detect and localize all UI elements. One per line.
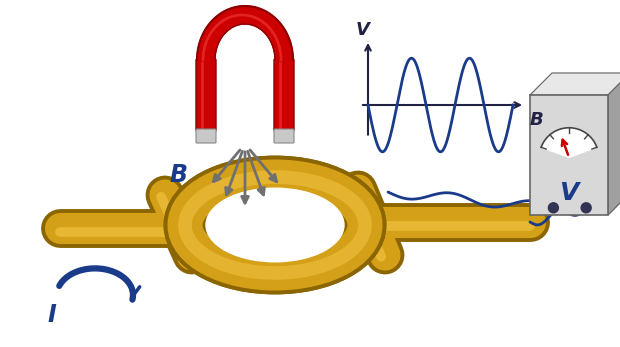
FancyBboxPatch shape <box>530 95 608 215</box>
FancyBboxPatch shape <box>274 59 294 131</box>
Polygon shape <box>530 73 620 95</box>
Polygon shape <box>541 128 597 158</box>
Ellipse shape <box>206 188 344 262</box>
Circle shape <box>549 203 559 213</box>
Polygon shape <box>197 6 293 60</box>
Ellipse shape <box>206 188 344 262</box>
Text: I: I <box>48 303 56 327</box>
Text: V: V <box>559 181 578 205</box>
Polygon shape <box>608 73 620 215</box>
Text: V: V <box>356 21 370 39</box>
Text: B: B <box>530 111 544 129</box>
FancyBboxPatch shape <box>196 59 216 131</box>
Circle shape <box>581 203 591 213</box>
Text: B: B <box>169 163 187 187</box>
FancyBboxPatch shape <box>274 129 294 143</box>
FancyBboxPatch shape <box>196 129 216 143</box>
